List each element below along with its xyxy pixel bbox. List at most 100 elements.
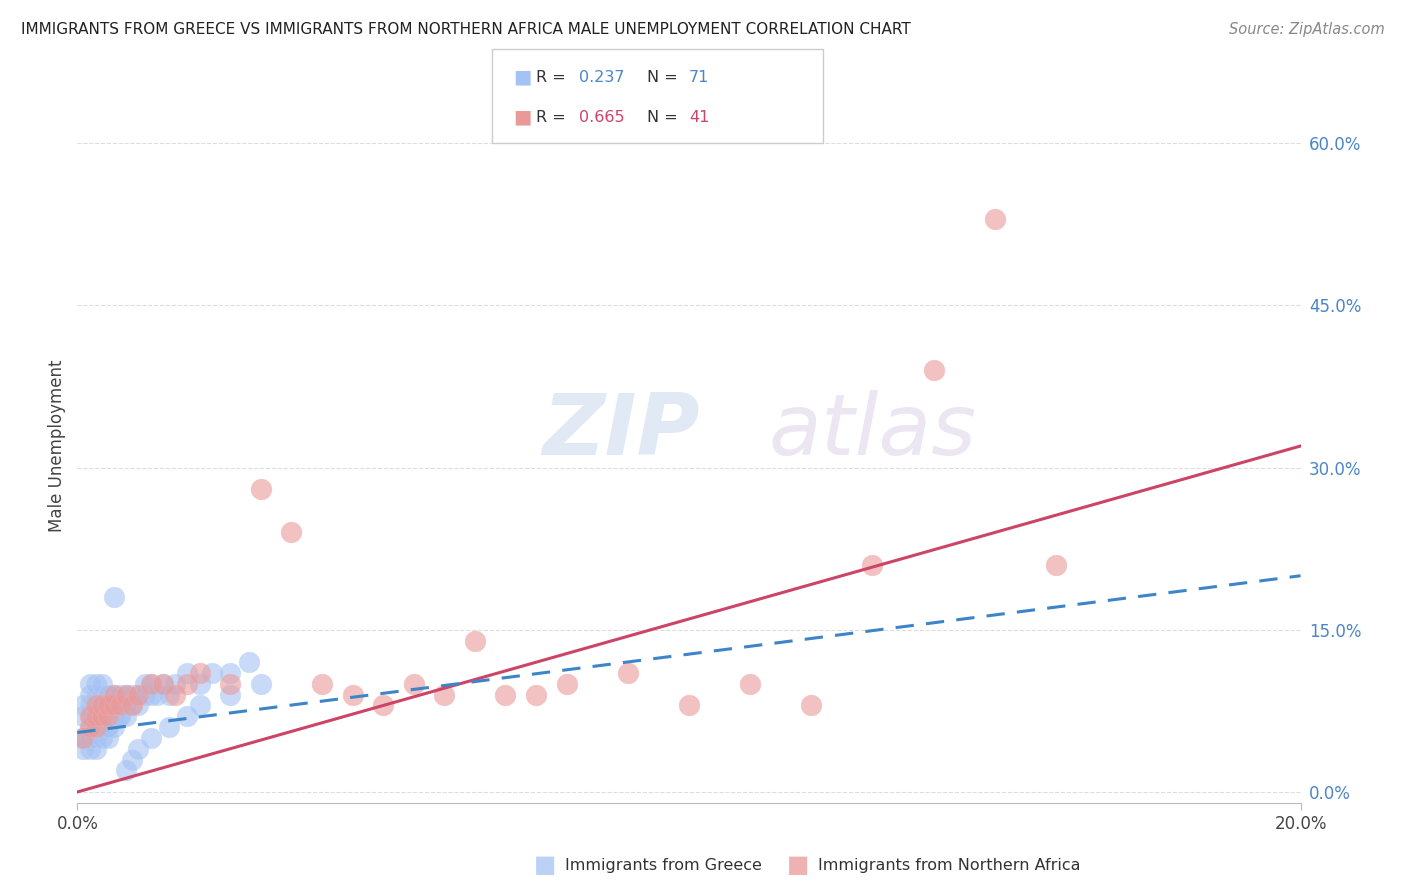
Point [165, 677, 187, 691]
Point [219, 688, 242, 702]
Point [176, 709, 198, 723]
Text: ■: ■ [534, 854, 557, 877]
Point [371, 698, 394, 713]
Point [433, 688, 456, 702]
Point [90, 709, 112, 723]
Point [103, 591, 125, 605]
Point [90, 720, 112, 734]
Point [72, 731, 94, 745]
Point [72, 731, 94, 745]
Text: N =: N = [647, 70, 683, 85]
Text: 41: 41 [689, 110, 709, 125]
Point [97, 698, 120, 713]
Point [97, 688, 120, 702]
Text: Source: ZipAtlas.com: Source: ZipAtlas.com [1229, 22, 1385, 37]
Point [464, 633, 486, 648]
Point [97, 698, 120, 713]
Point [740, 677, 762, 691]
Point [115, 764, 138, 778]
Point [219, 677, 242, 691]
Point [115, 709, 138, 723]
Point [84, 698, 107, 713]
Point [188, 698, 211, 713]
Point [79, 731, 101, 745]
Point [90, 731, 112, 745]
Point [128, 698, 150, 713]
Text: R =: R = [536, 110, 571, 125]
Point [84, 688, 107, 702]
Text: 0.237: 0.237 [579, 70, 624, 85]
Point [84, 709, 107, 723]
Point [188, 666, 211, 681]
Point [103, 698, 125, 713]
Point [152, 677, 174, 691]
Point [862, 558, 884, 572]
Point [79, 709, 101, 723]
Point [90, 677, 112, 691]
Point [121, 698, 143, 713]
Text: 0.665: 0.665 [579, 110, 624, 125]
Point [402, 677, 425, 691]
Point [115, 688, 138, 702]
Point [139, 688, 162, 702]
Point [79, 720, 101, 734]
Point [84, 709, 107, 723]
Point [201, 666, 224, 681]
Point [108, 698, 131, 713]
Point [121, 698, 143, 713]
Point [139, 677, 162, 691]
Point [103, 688, 125, 702]
Point [146, 688, 169, 702]
Point [984, 211, 1007, 226]
Text: N =: N = [647, 110, 683, 125]
Point [139, 677, 162, 691]
Point [524, 688, 547, 702]
Point [72, 698, 94, 713]
Point [84, 720, 107, 734]
Point [84, 741, 107, 756]
Point [79, 688, 101, 702]
Point [250, 482, 273, 496]
Point [84, 720, 107, 734]
Point [176, 666, 198, 681]
Text: Immigrants from Northern Africa: Immigrants from Northern Africa [818, 858, 1081, 872]
Point [108, 688, 131, 702]
Point [79, 698, 101, 713]
Point [165, 688, 187, 702]
Point [555, 677, 578, 691]
Point [128, 688, 150, 702]
Point [128, 688, 150, 702]
Point [79, 720, 101, 734]
Point [617, 666, 640, 681]
Y-axis label: Male Unemployment: Male Unemployment [48, 359, 66, 533]
Point [84, 709, 107, 723]
Text: Immigrants from Greece: Immigrants from Greece [565, 858, 762, 872]
Point [139, 731, 162, 745]
Point [152, 677, 174, 691]
Point [188, 677, 211, 691]
Point [97, 720, 120, 734]
Point [103, 688, 125, 702]
Point [280, 525, 302, 540]
Text: ■: ■ [787, 854, 810, 877]
Point [134, 677, 156, 691]
Point [79, 741, 101, 756]
Point [121, 753, 143, 767]
Point [108, 709, 131, 723]
Point [342, 688, 364, 702]
Text: atlas: atlas [769, 390, 976, 474]
Point [79, 677, 101, 691]
Point [121, 688, 143, 702]
Point [219, 666, 242, 681]
Point [97, 709, 120, 723]
Point [250, 677, 273, 691]
Point [90, 709, 112, 723]
Point [97, 731, 120, 745]
Point [108, 709, 131, 723]
Point [79, 709, 101, 723]
Point [72, 731, 94, 745]
Point [311, 677, 333, 691]
Point [84, 677, 107, 691]
Point [115, 698, 138, 713]
Point [97, 709, 120, 723]
